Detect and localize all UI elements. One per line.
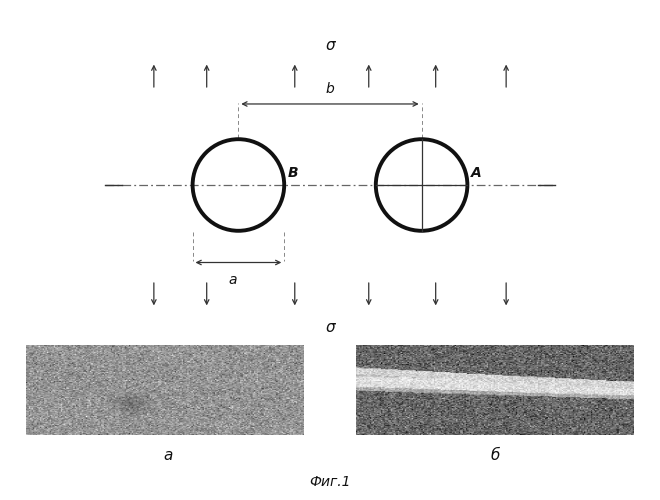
- Text: A: A: [471, 166, 482, 180]
- Text: a: a: [228, 273, 237, 287]
- Text: б: б: [490, 448, 500, 462]
- Text: σ: σ: [325, 320, 335, 336]
- Text: Фиг.1: Фиг.1: [310, 475, 350, 489]
- Text: B: B: [288, 166, 298, 180]
- Text: σ: σ: [325, 38, 335, 54]
- Text: b: b: [325, 82, 335, 96]
- Text: а: а: [164, 448, 173, 462]
